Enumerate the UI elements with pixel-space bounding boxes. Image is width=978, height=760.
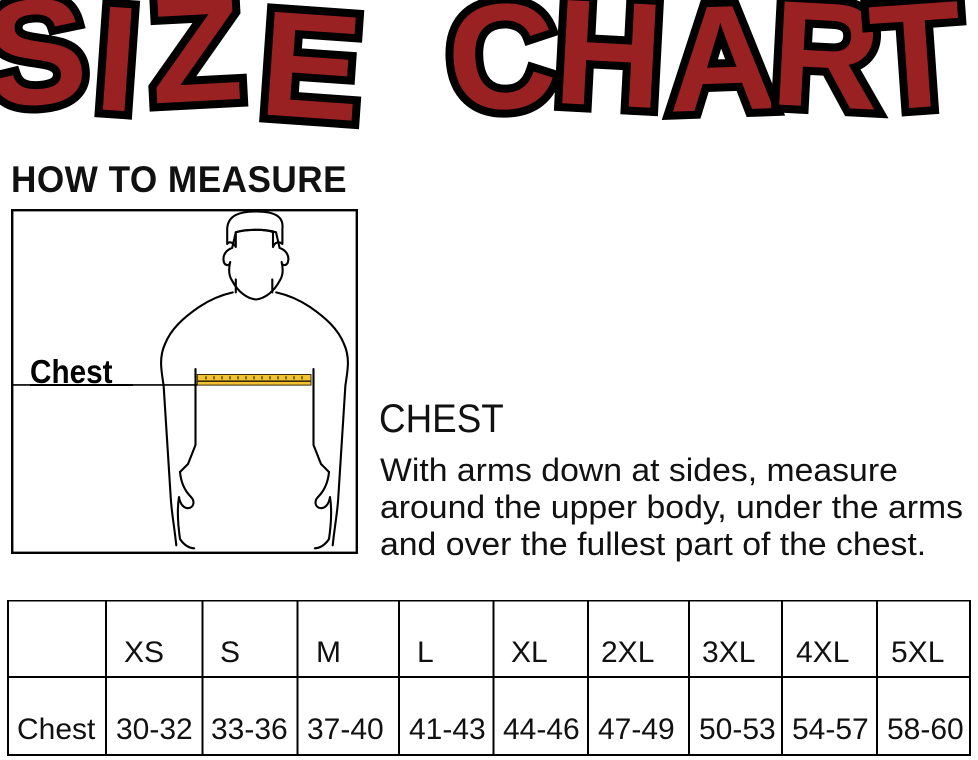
- svg-text:I: I: [91, 0, 144, 140]
- svg-text:H: H: [551, 0, 668, 140]
- svg-text:E: E: [255, 0, 367, 140]
- svg-text:T: T: [865, 0, 968, 140]
- svg-text:A: A: [664, 0, 778, 140]
- svg-text:S: S: [0, 0, 92, 139]
- svg-text:C: C: [443, 0, 560, 140]
- svg-text:Z: Z: [146, 0, 246, 135]
- svg-text:R: R: [768, 0, 885, 140]
